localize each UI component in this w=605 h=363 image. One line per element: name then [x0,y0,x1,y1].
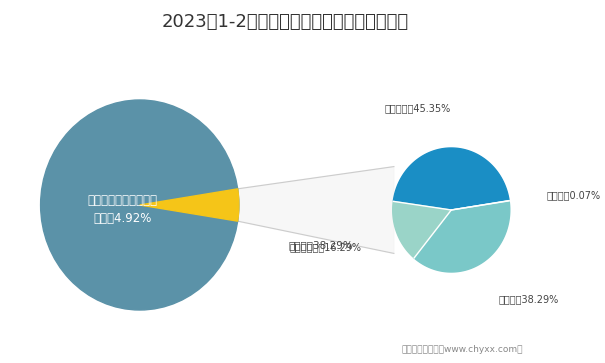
Text: 2023年1-2月江苏省累计客运总量分类统计图: 2023年1-2月江苏省累计客运总量分类统计图 [162,13,408,31]
Polygon shape [393,148,509,210]
Text: 公共汽电车45.35%: 公共汽电车45.35% [384,103,451,113]
Text: 轨道交通38.29%: 轨道交通38.29% [288,240,353,250]
Polygon shape [451,201,509,210]
Text: 比重为4.92%: 比重为4.92% [94,212,152,224]
Text: 客运轮渡0.07%: 客运轮渡0.07% [546,190,601,200]
Polygon shape [140,189,239,221]
Circle shape [41,100,239,310]
Text: 轨道交通38.29%: 轨道交通38.29% [499,294,559,304]
Text: 巡游出租汽车16.29%: 巡游出租汽车16.29% [290,242,362,252]
Polygon shape [414,201,510,272]
Polygon shape [238,167,394,253]
Text: 制图：智研咨询（www.chyxx.com）: 制图：智研咨询（www.chyxx.com） [402,346,523,355]
Polygon shape [393,201,451,258]
Text: 江苏省客运总量占全国: 江苏省客运总量占全国 [88,193,158,207]
